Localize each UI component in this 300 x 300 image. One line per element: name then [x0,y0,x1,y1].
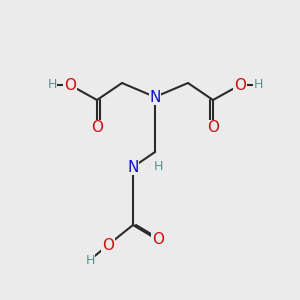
Text: H: H [253,79,263,92]
Text: H: H [47,79,57,92]
Text: O: O [64,77,76,92]
Text: H: H [85,254,95,266]
Text: N: N [127,160,139,175]
Text: O: O [102,238,114,253]
Text: O: O [207,121,219,136]
Text: O: O [91,121,103,136]
Text: O: O [152,232,164,247]
Text: H: H [153,160,163,173]
Text: O: O [234,77,246,92]
Text: N: N [149,89,161,104]
